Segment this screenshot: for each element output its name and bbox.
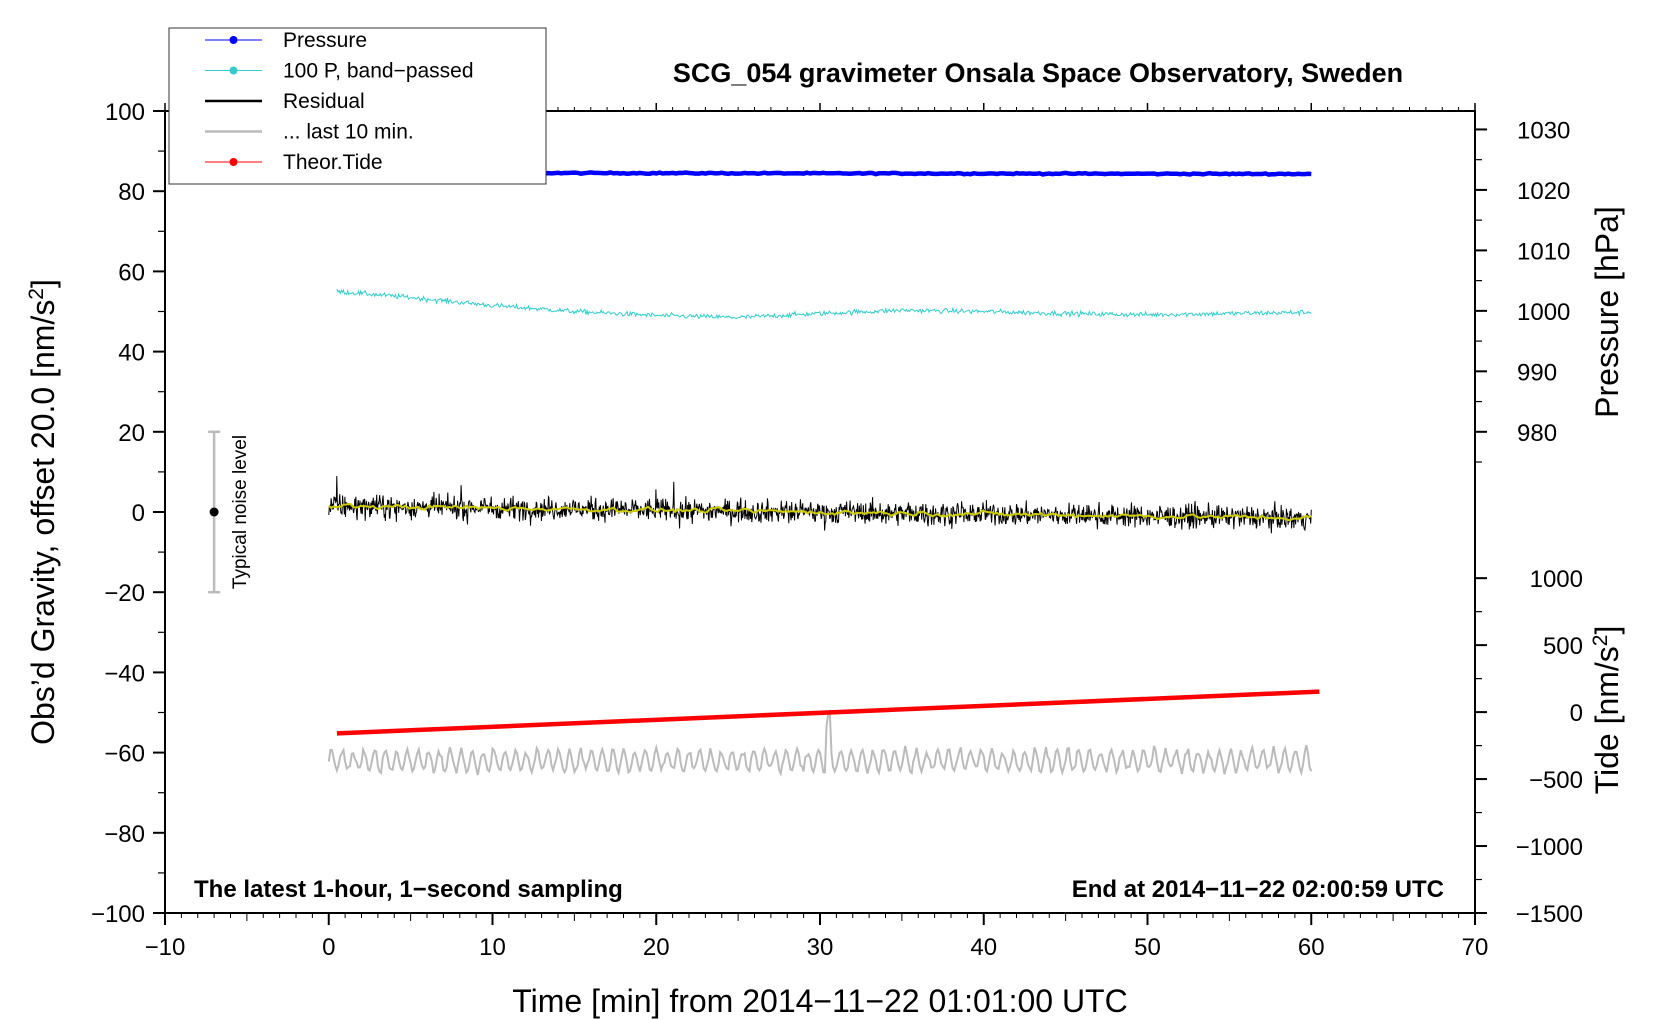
legend-label: 100 P, band−passed [283,60,474,83]
y-axis-label-superscript: 2 [25,288,48,300]
band-passed-pressure-line [336,288,1312,320]
sampling-annotation: The latest 1-hour, 1−second sampling [194,876,623,903]
legend-label: Theor.Tide [283,151,383,174]
legend: Pressure 100 P, band−passed Residual ... la… [168,27,547,185]
x-tick-label: 40 [970,934,997,961]
data-series [327,169,1320,777]
legend-marker [229,66,238,75]
pressure-axis-label: Pressure [hPa] [1589,206,1625,418]
theoretical-tide-line [336,689,1320,736]
tide-tick-label: −500 [1529,767,1583,794]
legend-label: ... last 10 min. [283,121,414,144]
y-axis-label: Obs’d Gravity, offset 20.0 [nm/s2] [25,279,62,745]
tide-axis-label-superscript: 2 [1589,635,1612,647]
x-tick-label: 30 [807,934,834,961]
residual-line [328,475,1312,534]
pressure-tick-label: 980 [1517,420,1557,447]
chart-title: SCG_054 gravimeter Onsala Space Observat… [673,58,1403,88]
tide-tick-label: −1000 [1516,834,1583,861]
pressure-tick-label: 1010 [1517,238,1570,265]
x-tick-label: 10 [479,934,506,961]
pressure-tick-label: 1030 [1517,117,1570,144]
pressure-tick-label: 1020 [1517,178,1570,205]
y-tick-label: 40 [118,340,145,367]
x-axis-label: Time [min] from 2014−11−22 01:01:00 UTC [512,983,1127,1019]
end-time-annotation: End at 2014−11−22 02:00:59 UTC [1072,876,1444,903]
tide-axis-label: Tide [nm/s2] [1589,626,1626,795]
tide-axis-label-main: Tide [nm/s [1589,646,1625,794]
y-tick-label: 20 [118,420,145,447]
pressure-tick-label: 1000 [1517,299,1570,326]
y-tick-label: −60 [104,741,145,768]
tide-tick-label: −1500 [1516,901,1583,928]
x-tick-label: 0 [322,934,335,961]
y-tick-label: −40 [104,660,145,687]
x-tick-label: 20 [643,934,670,961]
y-tick-label: −80 [104,821,145,848]
tide-tick-label: 1000 [1530,566,1583,593]
y-tick-label: −100 [91,901,145,928]
y-tick-label: 100 [105,99,145,126]
tide-tick-label: 0 [1570,700,1583,727]
y-axis-label-main: Obs’d Gravity, offset 20.0 [nm/s [25,300,61,745]
y-tick-label: 80 [118,179,145,206]
legend-label: Pressure [283,29,367,52]
tide-tick-label: 500 [1543,633,1583,660]
x-tick-label: 70 [1462,934,1489,961]
x-tick-label: −10 [145,934,186,961]
y-tick-label: −20 [104,580,145,607]
legend-items: Pressure 100 P, band−passed Residual ... la… [205,29,474,174]
legend-label: Residual [283,90,365,113]
x-tick-label: 50 [1134,934,1161,961]
x-tick-label: 60 [1298,934,1325,961]
noise-level-label: Typical noise level [230,435,251,589]
tide-axis-label-end: ] [1589,626,1625,635]
legend-marker [229,158,238,166]
y-axis-label-end: ] [25,279,61,288]
last-10-min-line [327,708,1313,777]
legend-marker [229,36,238,44]
y-tick-label: 0 [132,500,145,527]
noise-bar-center-dot [209,507,219,517]
pressure-tick-label: 990 [1517,359,1557,386]
residual-smoothed-line [328,502,1312,522]
axis-ticks: −10 0 10 20 30 40 50 60 70−100−80−60−40−20020406… [91,99,1583,961]
noise-level-indicator: Typical noise level [208,430,251,594]
legend-box [168,27,547,185]
y-tick-label: 60 [118,259,145,286]
